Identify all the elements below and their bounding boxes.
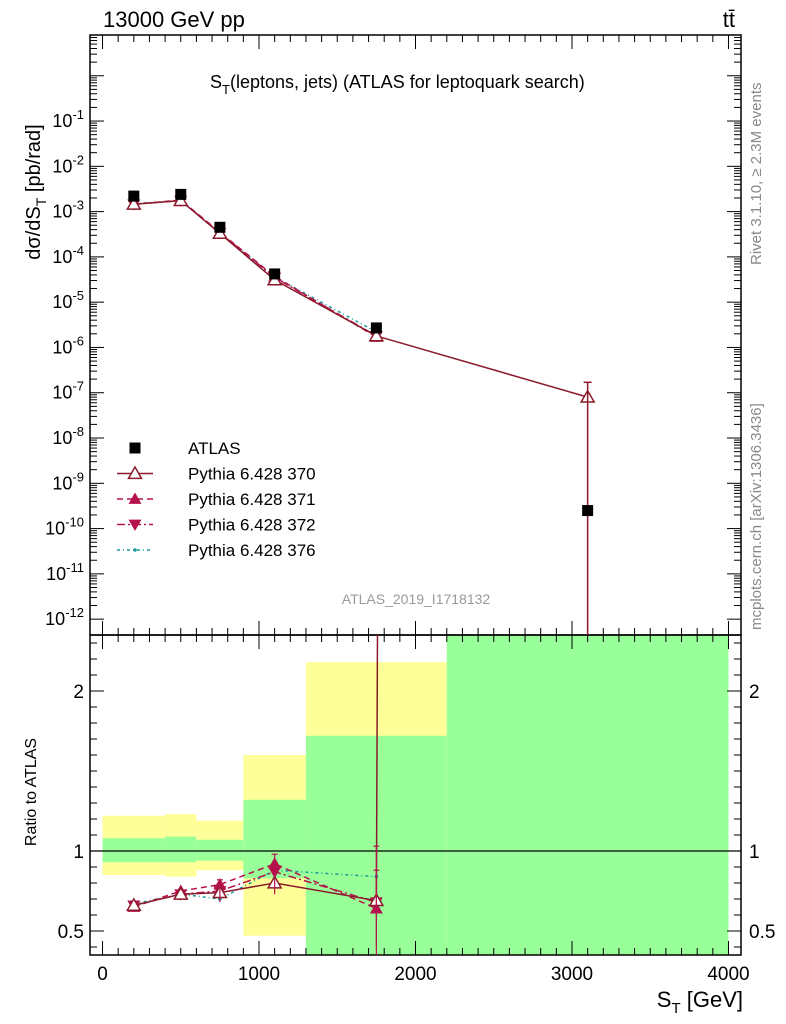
y-tick-label: 10-3: [52, 198, 84, 222]
ratio-line: [133, 862, 377, 910]
series-marker: [126, 196, 142, 210]
x-axis-label: ST [GeV]: [657, 987, 743, 1017]
legend-marker-data: [129, 442, 141, 454]
stat-uncertainty-band: [165, 836, 197, 863]
ratio-tick-label: 0.5: [58, 922, 84, 943]
ratio-tick-label-right: 0.5: [749, 922, 775, 943]
legend-marker: [127, 465, 143, 480]
legend-label: Pythia 6.428 372: [188, 516, 316, 535]
legend-label: Pythia 6.428 370: [188, 465, 316, 484]
y-tick-label: 10-5: [52, 288, 84, 312]
x-tick-label: 1000: [238, 964, 280, 985]
process-label: 13000 GeV pp: [103, 7, 245, 32]
y-tick-label: 10-2: [52, 152, 84, 176]
data-point: [128, 190, 140, 202]
ratio-y-axis-label: Ratio to ATLAS: [23, 738, 40, 846]
ratio-tick-label-right: 2: [749, 682, 760, 703]
ratio-tick-label: 1: [73, 842, 84, 863]
analysis-id: ATLAS_2019_I1718132: [342, 591, 491, 607]
y-tick-label: 10-7: [52, 379, 84, 403]
source-label: mcplots.cern.ch [arXiv:1306.3436]: [748, 403, 765, 630]
data-point: [269, 268, 281, 280]
x-tick-label: 2000: [394, 964, 436, 985]
ratio-tick-label: 2: [73, 682, 84, 703]
legend-marker: [128, 519, 142, 531]
ratio-marker: [126, 897, 142, 912]
data-point: [214, 221, 226, 233]
data-point: [582, 505, 594, 517]
ratio-tick-label-right: 1: [749, 842, 760, 863]
x-tick-label: 0: [97, 964, 108, 985]
series-line: [133, 199, 377, 333]
y-tick-label: 10-10: [45, 515, 84, 539]
final-state-label: tt̄: [723, 7, 735, 32]
stat-uncertainty-band: [102, 838, 166, 863]
axis-ticks: 0 1000 2000 3000 400010-1210-1110-1010-910-8…: [45, 35, 775, 985]
y-tick-label: 10-11: [46, 560, 84, 584]
legend-marker: [133, 548, 137, 552]
plot-title: ST(leptons, jets) (ATLAS for leptoquark …: [210, 72, 585, 97]
x-tick-label: 4000: [707, 964, 749, 985]
y-tick-label: 10-6: [52, 333, 84, 357]
y-tick-label: 10-4: [52, 243, 84, 267]
series-marker: [368, 327, 385, 342]
legend-marker: [128, 492, 142, 504]
y-tick-label: 10-9: [52, 469, 84, 493]
legend-label: Pythia 6.428 371: [188, 490, 316, 509]
data-point: [175, 188, 187, 200]
y-tick-label: 10-12: [45, 605, 84, 629]
ratio-bands: [90, 635, 741, 955]
main-series: [126, 188, 596, 635]
y-tick-label: 10-8: [52, 424, 84, 448]
ratio-line: [133, 635, 379, 907]
legend-label-data: ATLAS: [188, 439, 241, 458]
stat-uncertainty-band: [196, 839, 244, 861]
legend-label: Pythia 6.428 376: [188, 541, 316, 560]
y-axis-label: dσ/dST [pb/rad]: [23, 124, 49, 259]
ratio-series: [126, 635, 385, 955]
series-line: [133, 199, 588, 398]
ratio-marker: [172, 886, 189, 900]
stat-uncertainty-band: [446, 635, 729, 955]
rivet-label: Rivet 3.1.10, ≥ 2.3M events: [748, 83, 765, 266]
data-point: [370, 322, 382, 334]
legend: ATLAS Pythia 6.428 370 Pythia 6.428 371 Pyt…: [117, 439, 316, 560]
y-tick-label: 10-1: [52, 107, 84, 131]
x-tick-label: 3000: [551, 964, 593, 985]
